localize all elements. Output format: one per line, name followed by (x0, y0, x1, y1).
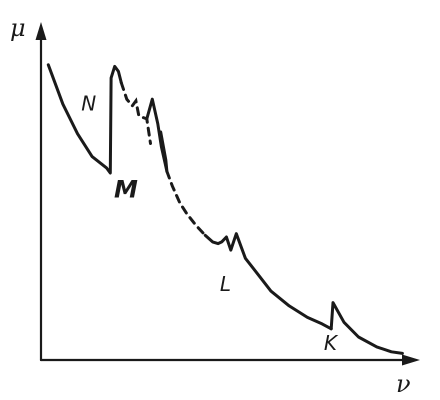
series-line-6 (329, 301, 404, 355)
series-line-5 (203, 232, 333, 331)
annotation-layer: N M L K (81, 92, 339, 356)
series-layer (46, 63, 404, 355)
edge-label-l: L (220, 272, 231, 296)
y-axis-label: μ (10, 14, 26, 42)
series-line-1 (46, 63, 123, 175)
x-axis-arrow (402, 354, 420, 366)
edge-label-k: K (324, 331, 339, 355)
y-axis-arrow (35, 22, 47, 40)
edge-label-n: N (81, 92, 96, 116)
x-axis-label: ν (396, 370, 411, 398)
series-line-2 (119, 81, 152, 145)
edge-label-m: M (114, 176, 138, 204)
series-line-3 (145, 97, 169, 173)
series-line-4 (165, 169, 207, 237)
